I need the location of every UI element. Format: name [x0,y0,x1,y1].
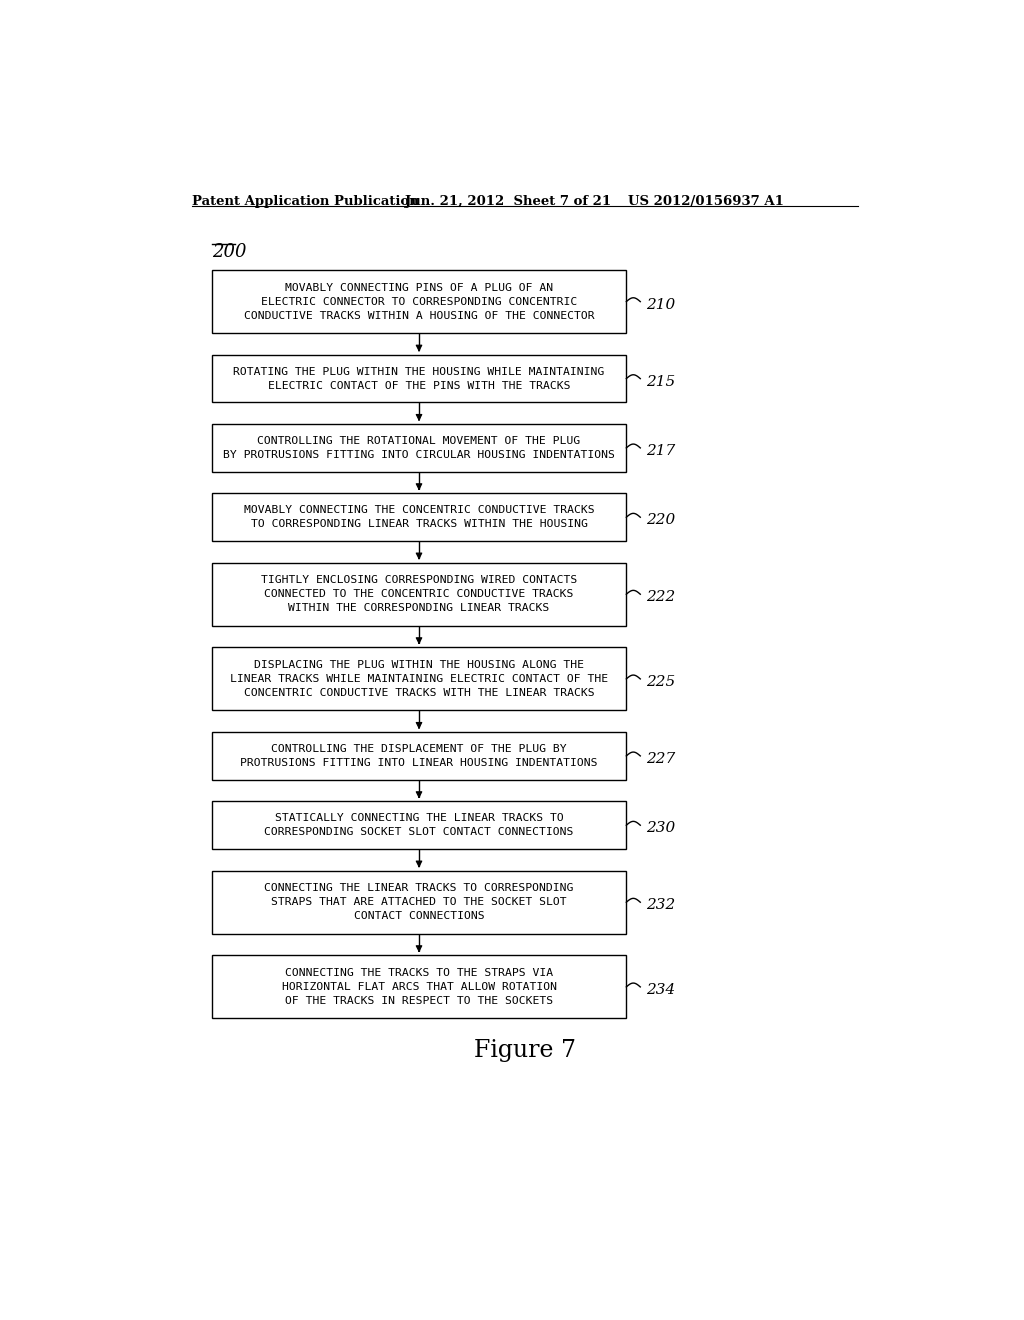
Bar [212,647,627,710]
Bar [212,801,627,849]
Text: Figure 7: Figure 7 [474,1039,575,1063]
Text: 234: 234 [646,983,676,997]
Text: CONNECTING THE TRACKS TO THE STRAPS VIA
HORIZONTAL FLAT ARCS THAT ALLOW ROTATION: CONNECTING THE TRACKS TO THE STRAPS VIA … [282,968,556,1006]
Text: CONTROLLING THE ROTATIONAL MOVEMENT OF THE PLUG
BY PROTRUSIONS FITTING INTO CIRC: CONTROLLING THE ROTATIONAL MOVEMENT OF T… [223,436,615,459]
Bar [212,871,627,933]
Bar [212,733,627,780]
Bar [212,355,627,403]
Text: ROTATING THE PLUG WITHIN THE HOUSING WHILE MAINTAINING
ELECTRIC CONTACT OF THE P: ROTATING THE PLUG WITHIN THE HOUSING WHI… [233,367,604,391]
Text: 230: 230 [646,821,676,836]
Text: CONTROLLING THE DISPLACEMENT OF THE PLUG BY
PROTRUSIONS FITTING INTO LINEAR HOUS: CONTROLLING THE DISPLACEMENT OF THE PLUG… [241,744,598,768]
Text: 222: 222 [646,590,676,605]
Text: 220: 220 [646,513,676,527]
Text: US 2012/0156937 A1: US 2012/0156937 A1 [628,195,783,209]
Text: 227: 227 [646,752,676,766]
Text: 217: 217 [646,444,676,458]
Text: CONNECTING THE LINEAR TRACKS TO CORRESPONDING
STRAPS THAT ARE ATTACHED TO THE SO: CONNECTING THE LINEAR TRACKS TO CORRESPO… [264,883,573,921]
Text: DISPLACING THE PLUG WITHIN THE HOUSING ALONG THE
LINEAR TRACKS WHILE MAINTAINING: DISPLACING THE PLUG WITHIN THE HOUSING A… [230,660,608,698]
Text: TIGHTLY ENCLOSING CORRESPONDING WIRED CONTACTS
CONNECTED TO THE CONCENTRIC CONDU: TIGHTLY ENCLOSING CORRESPONDING WIRED CO… [261,576,578,614]
Text: Jun. 21, 2012  Sheet 7 of 21: Jun. 21, 2012 Sheet 7 of 21 [406,195,611,209]
Text: STATICALLY CONNECTING THE LINEAR TRACKS TO
CORRESPONDING SOCKET SLOT CONTACT CON: STATICALLY CONNECTING THE LINEAR TRACKS … [264,813,573,837]
Bar [212,271,627,333]
Bar [212,562,627,626]
Bar [212,956,627,1019]
Bar [212,494,627,541]
Text: MOVABLY CONNECTING THE CONCENTRIC CONDUCTIVE TRACKS
TO CORRESPONDING LINEAR TRAC: MOVABLY CONNECTING THE CONCENTRIC CONDUC… [244,506,594,529]
Bar [212,424,627,471]
Text: 215: 215 [646,375,676,388]
Text: 225: 225 [646,675,676,689]
Text: 210: 210 [646,298,676,312]
Text: 200: 200 [212,243,246,261]
Text: MOVABLY CONNECTING PINS OF A PLUG OF AN
ELECTRIC CONNECTOR TO CORRESPONDING CONC: MOVABLY CONNECTING PINS OF A PLUG OF AN … [244,282,594,321]
Text: Patent Application Publication: Patent Application Publication [191,195,418,209]
Text: 232: 232 [646,899,676,912]
